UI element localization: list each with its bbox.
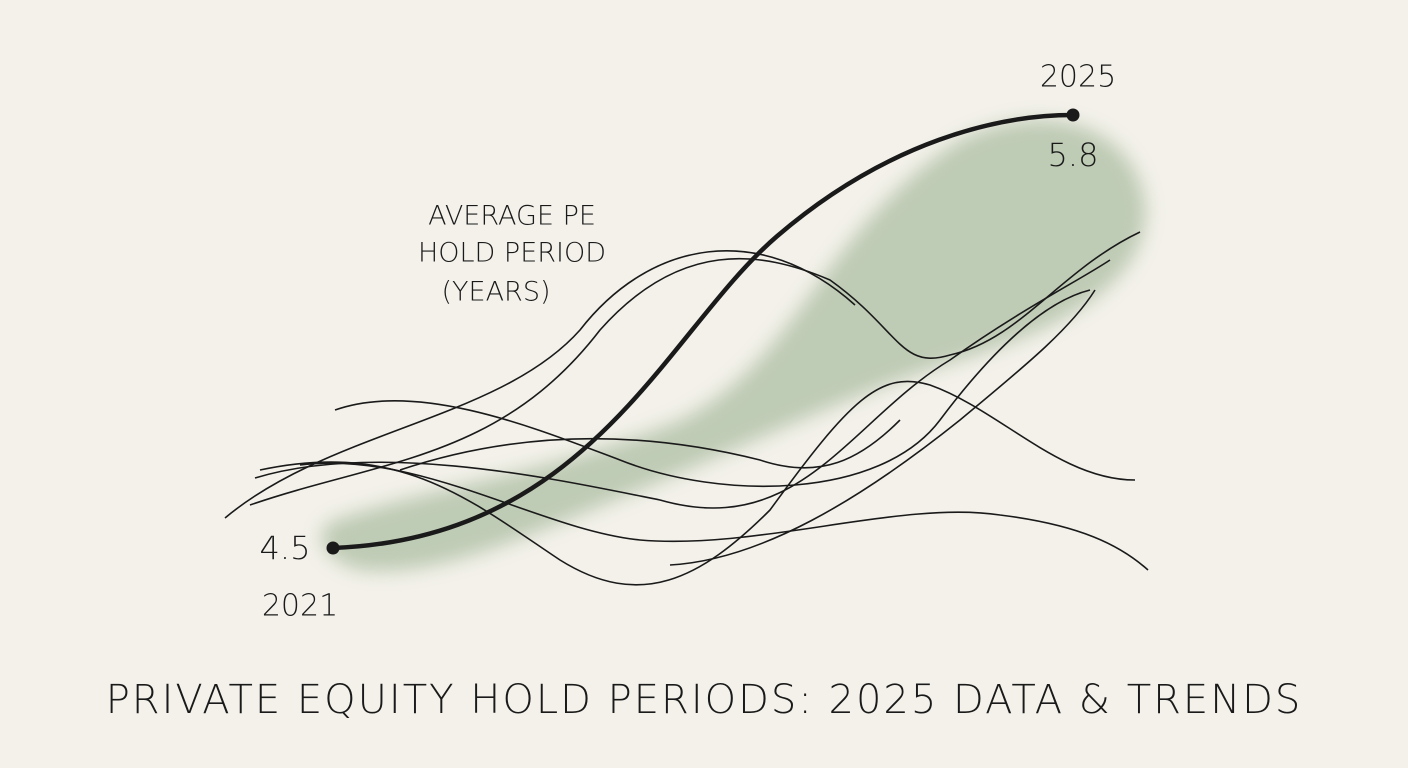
data-line — [330, 112, 1076, 551]
watercolor-wash — [321, 120, 1146, 572]
data-point — [1066, 108, 1080, 122]
data-point — [326, 541, 340, 555]
y-label-line: (YEARS) — [442, 277, 551, 308]
y-label: AVERAGE PE HOLD PERIOD (YEARS) — [418, 201, 606, 308]
chart-title: PRIVATE EQUITY HOLD PERIODS: 2025 DATA &… — [106, 677, 1303, 723]
x-label: 2025 — [1040, 60, 1116, 95]
value-label: 5.8 — [1048, 136, 1099, 174]
y-label-line: HOLD PERIOD — [418, 238, 606, 269]
x-label: 2021 — [262, 589, 338, 624]
value-label: 4.5 — [260, 529, 311, 567]
y-label-line: AVERAGE PE — [428, 201, 596, 232]
